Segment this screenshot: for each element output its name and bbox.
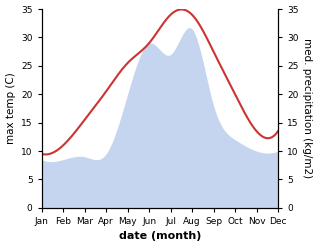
- Y-axis label: med. precipitation (kg/m2): med. precipitation (kg/m2): [302, 38, 313, 179]
- X-axis label: date (month): date (month): [119, 231, 201, 242]
- Y-axis label: max temp (C): max temp (C): [5, 73, 16, 144]
